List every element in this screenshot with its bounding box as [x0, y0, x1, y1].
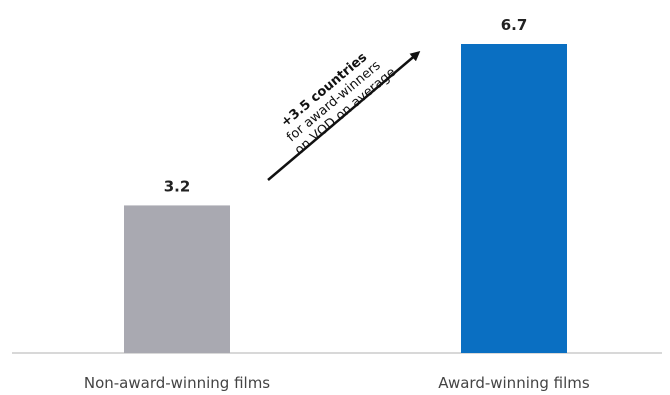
- value-label-1: 3.2: [164, 177, 191, 195]
- difference-arrow: [267, 51, 421, 181]
- bar-2: [461, 44, 567, 353]
- difference-annotation: +3.5 countries for award-winners on VOD …: [267, 39, 421, 181]
- annotation-text: +3.5 countries for award-winners on VOD …: [270, 39, 399, 158]
- category-label-2: Award-winning films: [438, 374, 590, 392]
- bars-layer: 3.2 Non-award-winning films 6.7 Award-winni…: [84, 16, 590, 392]
- value-label-2: 6.7: [501, 16, 528, 34]
- category-label-1: Non-award-winning films: [84, 374, 270, 392]
- bar-1: [124, 205, 230, 353]
